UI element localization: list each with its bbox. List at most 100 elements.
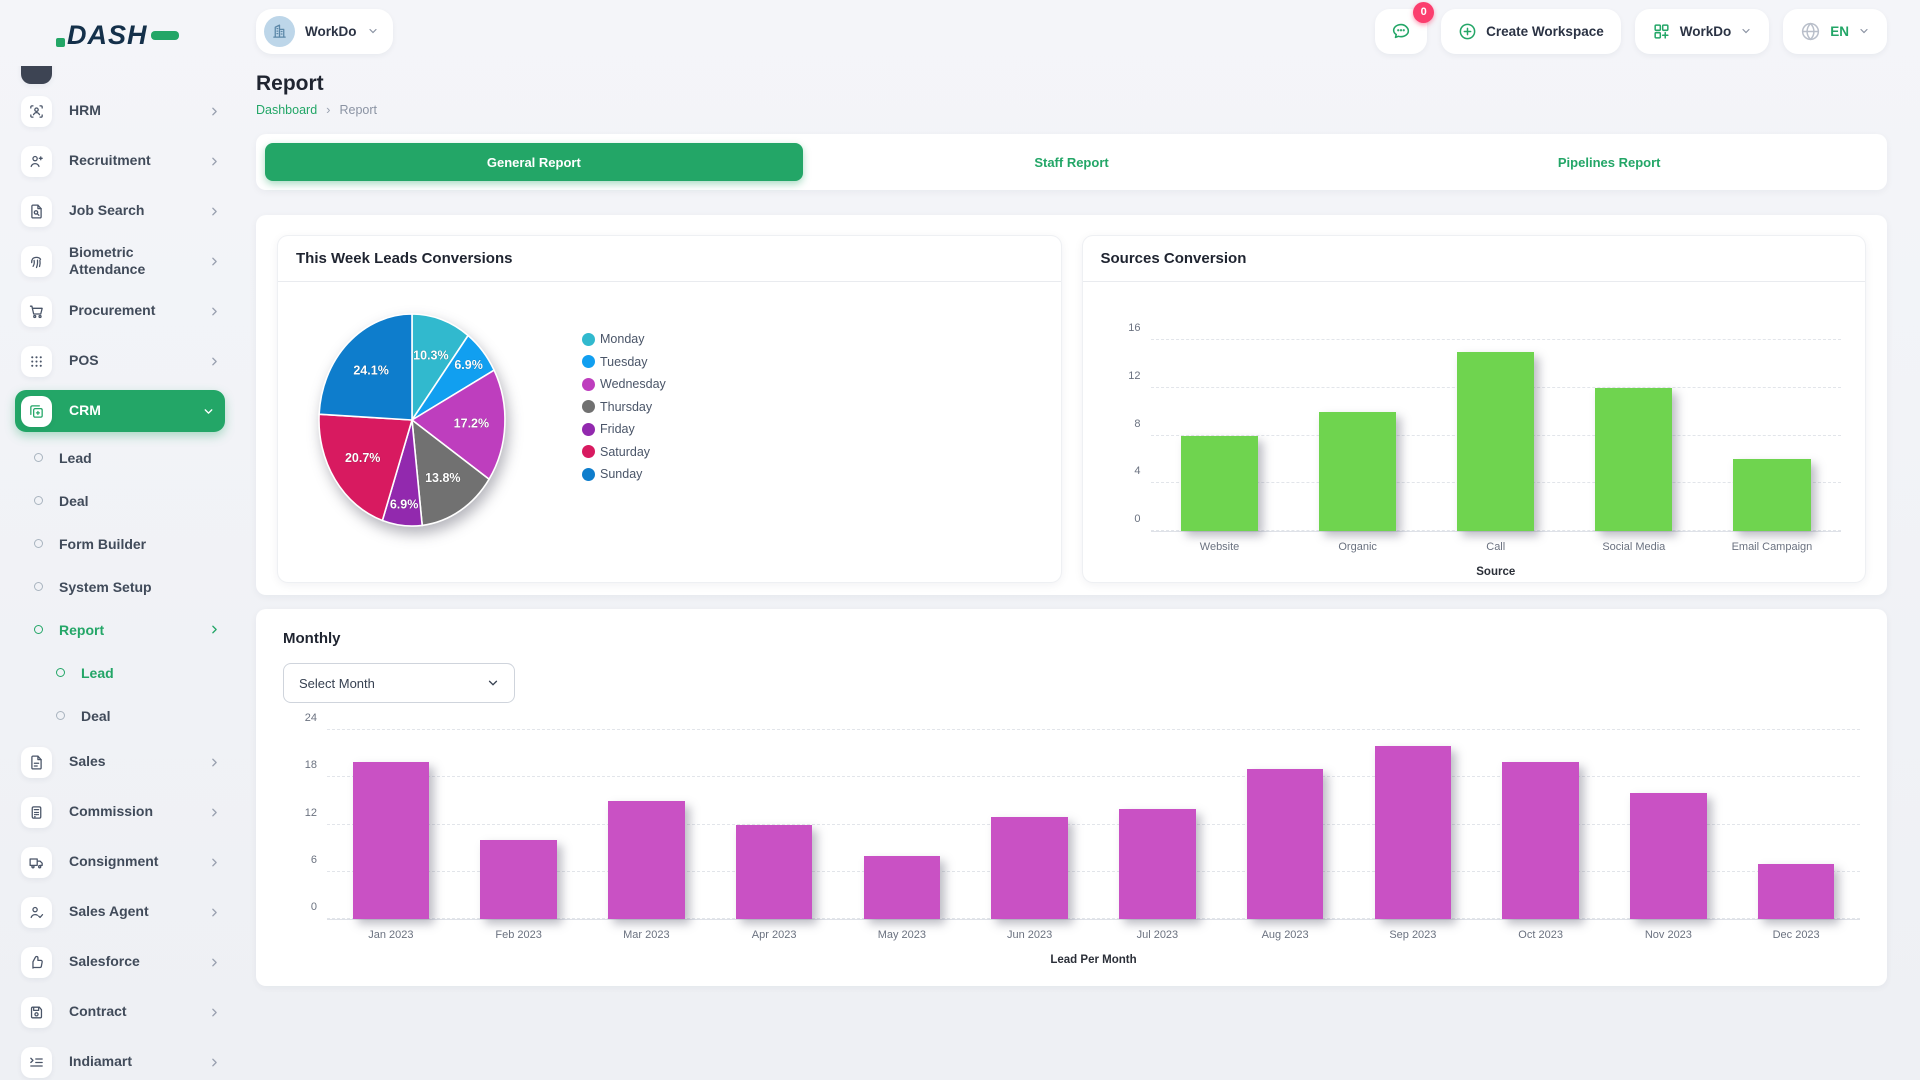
sidebar-item-commission[interactable]: Commission (21, 787, 221, 837)
chevron-right-icon (208, 806, 221, 819)
chevron-right-icon (208, 856, 221, 869)
breadcrumb: Dashboard › Report (256, 102, 1887, 117)
weekly-leads-chart: 10.3% 6.9% 17.2% 13.8% 6.9% 20.7% 24.1% Monday… (278, 282, 1061, 582)
month-select-value: Select Month (299, 675, 375, 691)
messages-button[interactable]: 0 (1375, 1, 1435, 54)
topbar-actions: 0 Create Workspace WorkDo (1375, 1, 1887, 54)
globe-icon (1800, 21, 1821, 42)
chevron-right-icon (208, 623, 221, 636)
month-select[interactable]: Select Month (283, 663, 515, 703)
tab-pipelines-report[interactable]: Pipelines Report (1557, 154, 1661, 170)
plus-circle-icon (1458, 22, 1477, 41)
x-axis-title: Source (1476, 566, 1516, 578)
bullet-circle-icon (56, 668, 65, 677)
dash-logo[interactable]: DASH (56, 20, 179, 51)
logo-text: DASH (67, 20, 148, 50)
report-tabs: General Report Staff Report Pipelines Repo… (256, 134, 1887, 190)
legend-dot-icon (582, 332, 595, 346)
legend-item-friday[interactable]: Friday (582, 422, 666, 436)
sidebar-item-recruitment[interactable]: Recruitment (21, 136, 221, 186)
bar-email-campaign (1733, 459, 1811, 531)
legend-item-monday[interactable]: Monday (582, 332, 666, 346)
bar-dec-2023 (1757, 863, 1835, 919)
language-button[interactable]: EN (1783, 8, 1887, 54)
bar-website (1180, 435, 1259, 531)
sidebar-item-deal[interactable]: Deal (21, 694, 221, 737)
sidebar-item-system-setup[interactable]: System Setup (21, 565, 221, 608)
sidebar-item-contract[interactable]: Contract (21, 987, 221, 1037)
sidebar-item-consignment[interactable]: Consignment (21, 837, 221, 887)
sidebar-item-pos[interactable]: POS (21, 336, 221, 386)
sidebar-item-form-builder[interactable]: Form Builder (21, 522, 221, 565)
sidebar-item-salesforce[interactable]: Salesforce (21, 937, 221, 987)
sidebar-item-clipped[interactable] (21, 66, 221, 86)
sidebar-item-deal[interactable]: Deal (21, 479, 221, 522)
legend-item-wednesday[interactable]: Wednesday (582, 377, 666, 391)
y-tick-label: 0 (310, 901, 317, 913)
sidebar-item-job-search[interactable]: Job Search (21, 186, 221, 236)
chevron-right-icon (208, 155, 221, 168)
user-focus-icon (21, 95, 52, 127)
workdo-menu-label: WorkDo (1679, 23, 1732, 39)
pie-slice-value: 10.3% (413, 349, 448, 363)
pie-slice-value: 24.1% (353, 364, 388, 378)
truck-icon (21, 846, 52, 878)
monthly-card: Monthly Select Month 0 6 12 18 24 Jan 2023 Feb… (256, 609, 1887, 986)
sidebar-item-procurement[interactable]: Procurement (21, 286, 221, 336)
bar-apr-2023 (735, 824, 813, 919)
sidebar-item-sales-agent[interactable]: Sales Agent (21, 887, 221, 937)
x-tick-label: Sep 2023 (1389, 929, 1437, 941)
chevron-down-icon (202, 405, 215, 418)
legend-dot-icon (582, 445, 595, 458)
pie-legend: Monday Tuesday Wednesday Thursday Friday Satu… (582, 332, 666, 481)
legend-item-thursday[interactable]: Thursday (582, 400, 666, 414)
monthly-leads-chart: 0 6 12 18 24 Jan 2023 Feb 2023 Mar 2023 Apr 2023… (283, 712, 1860, 966)
legend-item-tuesday[interactable]: Tuesday (582, 355, 666, 369)
x-tick-label: Nov 2023 (1644, 929, 1692, 941)
workspace-switcher[interactable]: WorkDo (256, 8, 393, 54)
breadcrumb-separator: › (326, 102, 331, 117)
chevron-right-icon (208, 305, 221, 318)
bar-may-2023 (863, 856, 941, 919)
bar-jun-2023 (991, 816, 1068, 919)
tab-staff-report[interactable]: Staff Report (1034, 154, 1109, 170)
legend-item-sunday[interactable]: Sunday (582, 467, 666, 481)
y-tick-label: 6 (310, 853, 317, 866)
sidebar-item-lead[interactable]: Lead (21, 651, 221, 694)
chevron-right-icon (208, 756, 221, 769)
sidebar-item-sales[interactable]: Sales (21, 737, 221, 787)
pie-slice-monday (411, 313, 470, 423)
sidebar-item-biometric-attendance[interactable]: Biometric Attendance (21, 236, 221, 286)
sidebar-item-report[interactable]: Report (21, 608, 221, 651)
x-tick-label: May 2023 (877, 929, 927, 941)
legend-item-saturday[interactable]: Saturday (582, 445, 666, 459)
bullet-circle-icon (56, 711, 65, 720)
x-tick-label: Jun 2023 (1006, 929, 1053, 941)
save-icon (21, 996, 52, 1028)
chat-bubble-icon (1390, 20, 1412, 42)
content: Report Dashboard › Report General Report… (235, 62, 1920, 986)
file-icon (21, 746, 52, 778)
create-workspace-button[interactable]: Create Workspace (1441, 8, 1621, 54)
bullet-circle-icon (34, 582, 43, 591)
x-tick-label: Social Media (1602, 541, 1666, 553)
pie-slice-wednesday (410, 369, 506, 481)
sources-conversion-chart: 0 4 8 12 16 Website Organic Call Social Media Ema… (1083, 282, 1866, 582)
sidebar-item-hrm[interactable]: HRM (21, 86, 221, 136)
report-charts-panel: This Week Leads Conversions 10.3% 6.9% 17.… (256, 215, 1887, 595)
create-workspace-label: Create Workspace (1486, 23, 1604, 39)
bullet-circle-icon (34, 496, 43, 505)
sidebar-item-crm[interactable]: CRM (15, 390, 225, 432)
breadcrumb-dashboard-link[interactable]: Dashboard (256, 102, 318, 117)
sidebar-item-indiamart[interactable]: Indiamart (21, 1037, 221, 1080)
y-tick-label: 16 (1128, 322, 1141, 334)
tab-general-report[interactable]: General Report (265, 143, 803, 181)
x-tick-label: Dec 2023 (1772, 929, 1820, 941)
workdo-menu-button[interactable]: WorkDo (1634, 8, 1770, 54)
logo-bar (150, 31, 179, 40)
sidebar-item-lead[interactable]: Lead (21, 436, 221, 479)
bar-feb-2023 (480, 840, 557, 919)
chevron-right-icon (208, 105, 221, 118)
pie-slice-thursday (411, 418, 491, 527)
bullet-circle-icon (34, 625, 43, 634)
